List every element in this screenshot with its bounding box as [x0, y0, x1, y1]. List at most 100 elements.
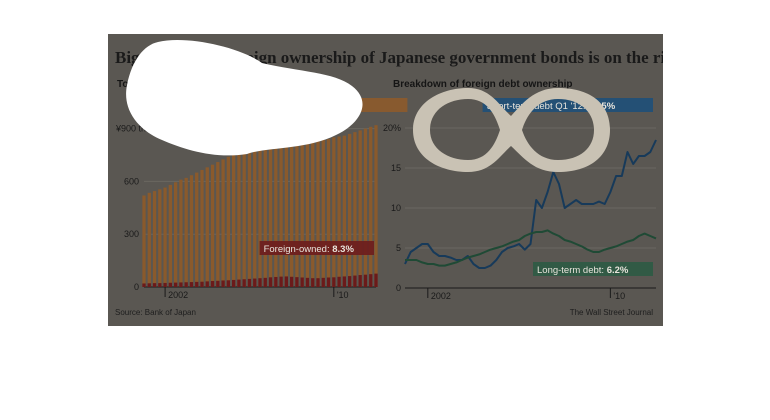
total-debt-bar [253, 149, 257, 287]
foreign-owned-bar [374, 273, 378, 287]
foreign-owned-bar [232, 279, 236, 287]
foreign-owned-bar [189, 282, 194, 287]
total-debt-bar [226, 156, 230, 287]
total-debt-bar [321, 140, 325, 287]
total-debt-bar [369, 126, 373, 287]
left-ytick-label: 0 [134, 282, 139, 292]
foreign-owned-bar [348, 276, 352, 287]
total-debt-bar [358, 130, 362, 287]
foreign-owned-bar [221, 280, 225, 287]
long-term-callout-label: Long-term debt: [537, 265, 607, 276]
foreign-owned-bar [300, 277, 304, 287]
total-debt-bar [247, 150, 252, 287]
foreign-owned-bar [200, 281, 204, 287]
foreign-owned-bar [279, 276, 283, 287]
total-debt-bar [337, 136, 341, 287]
left-xtick-label: 2002 [168, 290, 188, 300]
chart-figure: Big on Japan | Foreign ownership of Japane… [108, 34, 663, 326]
right-chart-title: Breakdown of foreign debt ownership [393, 79, 573, 90]
total-debt-bar [152, 191, 157, 287]
total-debt-bar [200, 169, 204, 287]
foreign-owned-bar [253, 278, 257, 287]
foreign-owned-bar [179, 282, 183, 287]
foreign-owned-bar [263, 277, 267, 287]
left-ytick-label: 300 [124, 229, 139, 239]
total-debt-bar [332, 137, 336, 287]
foreign-owned-bar [142, 283, 146, 287]
total-debt-bar [232, 155, 236, 287]
total-debt-bar [268, 147, 273, 287]
foreign-owned-bar [311, 278, 315, 287]
total-debt-bar [348, 133, 352, 287]
foreign-owned-bar [147, 283, 151, 287]
total-debt-bar [163, 187, 167, 287]
right-ytick-label: 10 [391, 203, 401, 213]
total-debt-bar [374, 125, 378, 287]
total-debt-bar [290, 145, 294, 287]
foreign-owned-callout-label: Foreign-owned: [264, 244, 333, 255]
foreign-owned-bar [163, 282, 167, 287]
total-debt-bar [184, 177, 188, 287]
long-term-callout-box [533, 262, 653, 276]
total-debt-bar [168, 184, 172, 287]
total-debt-bar [237, 153, 241, 287]
foreign-owned-bar [174, 282, 178, 287]
total-debt-bar [216, 162, 220, 287]
total-debt-bar [263, 147, 267, 287]
foreign-owned-bar [358, 275, 362, 287]
total-debt-bar [189, 175, 194, 287]
right-ytick-label: 15 [391, 163, 401, 173]
short-term-callout-label: Short-term debt Q1 '12: [487, 101, 589, 112]
total-debt-bar [158, 189, 162, 287]
foreign-owned-bar [195, 281, 199, 287]
total-debt-bar [326, 139, 331, 287]
long-term-debt-line [405, 229, 657, 267]
foreign-owned-callout-box [259, 241, 374, 255]
short-term-callout-value: 18.5% [588, 101, 615, 112]
foreign-owned-bar [242, 279, 246, 287]
publisher-credit: The Wall Street Journal [569, 308, 653, 317]
right-xtick-label: '10 [613, 291, 625, 301]
total-debt-bar [195, 172, 199, 287]
long-term-callout-value: 6.2% [607, 265, 629, 276]
short-term-debt-line [404, 139, 657, 269]
foreign-owned-bar [237, 279, 241, 287]
foreign-owned-bar [369, 274, 373, 287]
foreign-owned-bar [353, 275, 357, 287]
foreign-owned-bar [316, 278, 320, 287]
total-debt-bar [242, 151, 246, 287]
left-xtick-label: '10 [337, 290, 349, 300]
foreign-owned-bar [363, 274, 368, 287]
total-debt-bar [147, 192, 151, 287]
foreign-owned-bar [321, 277, 325, 287]
total-debt-bar [363, 128, 368, 287]
foreign-owned-bar [284, 276, 288, 287]
total-debt-bar [274, 147, 278, 287]
total-debt-bar [305, 142, 310, 287]
total-debt-bar [174, 182, 178, 287]
foreign-owned-bar [184, 282, 188, 287]
total-debt-bar [311, 141, 315, 287]
total-debt-bar [279, 146, 283, 287]
foreign-owned-bar [226, 280, 230, 287]
foreign-ownership-chart: 0 5 10 15 20% 2002 '10 Short-term debt Q1 '12: … [383, 98, 657, 301]
foreign-owned-bar [337, 276, 341, 287]
right-xtick-label: 2002 [431, 291, 451, 301]
source-note: Source: Bank of Japan [115, 308, 196, 317]
total-debt-bar [300, 143, 304, 287]
total-debt-bar [210, 164, 215, 287]
total-debt-bar [179, 179, 183, 287]
foreign-owned-bar [290, 276, 294, 287]
total-debt-bar [142, 195, 146, 287]
foreign-owned-bar [332, 277, 336, 287]
total-debt-bar [295, 144, 299, 287]
foreign-owned-bar [210, 281, 215, 287]
foreign-owned-bar [168, 282, 172, 287]
foreign-owned-bar [152, 283, 157, 287]
total-debt-bar [284, 145, 288, 287]
long-term-callout-text: Long-term debt: 6.2% [537, 265, 629, 276]
total-debt-bar [342, 135, 346, 287]
foreign-owned-callout-value: 8.3% [332, 244, 354, 255]
foreign-owned-bar [258, 278, 262, 287]
